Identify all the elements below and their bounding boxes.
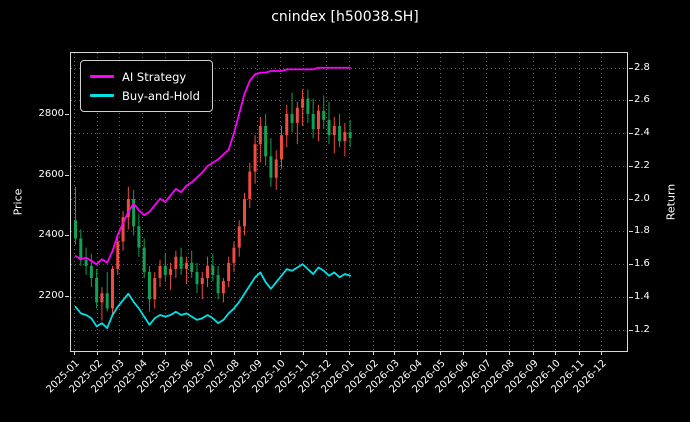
x-tick-label: 2026-03 <box>364 358 402 396</box>
price-tick-label: 2600 <box>38 168 64 180</box>
x-tick-label: 2025-01 <box>44 358 82 396</box>
chart-title: cnindex [h50038.SH] <box>271 9 419 25</box>
price-tick-mark <box>65 235 69 236</box>
ai-strategy-line-swatch <box>90 75 114 78</box>
buy-and-hold-line-swatch <box>90 94 114 97</box>
return-tick-label: 2.2 <box>634 159 650 171</box>
legend-item-ai-strategy: AI Strategy <box>90 67 200 86</box>
x-tick-label: 2025-06 <box>158 358 196 396</box>
x-tick-label: 2026-09 <box>503 358 541 396</box>
return-tick-mark <box>629 100 633 101</box>
return-tick-mark <box>629 199 633 200</box>
x-tick-label: 2026-12 <box>571 358 610 396</box>
x-tick-label: 2026-07 <box>456 358 494 396</box>
return-tick-label: 1.2 <box>634 323 650 335</box>
x-tick-label: 2026-10 <box>525 358 564 396</box>
price-tick-mark <box>65 296 69 297</box>
legend: AI Strategy Buy-and-Hold <box>80 60 213 112</box>
price-tick-label: 2400 <box>38 229 64 241</box>
return-tick-mark <box>629 330 633 331</box>
x-tick-label: 2025-12 <box>296 358 334 396</box>
return-tick-label: 2.4 <box>634 127 650 139</box>
x-tick-label: 2025-11 <box>273 358 312 396</box>
x-tick-label: 2026-01 <box>319 358 358 396</box>
return-tick-label: 1.6 <box>634 258 650 270</box>
x-tick-label: 2025-09 <box>227 358 266 396</box>
price-tick-label: 2200 <box>38 290 64 302</box>
x-tick-label: 2025-03 <box>88 358 127 396</box>
x-tick-label: 2026-04 <box>387 358 426 396</box>
return-tick-mark <box>629 133 633 134</box>
x-tick-label: 2026-08 <box>479 358 518 396</box>
return-tick-label: 1.8 <box>634 225 650 237</box>
x-tick-label: 2025-02 <box>67 358 106 396</box>
y-axis-label-left: Price <box>11 188 25 216</box>
x-tick-label: 2026-02 <box>343 358 381 396</box>
return-tick-mark <box>629 166 633 167</box>
x-tick-label: 2025-07 <box>181 358 219 396</box>
return-tick-mark <box>629 231 633 232</box>
price-tick-label: 2800 <box>38 107 64 119</box>
price-tick-mark <box>65 175 69 176</box>
legend-label-ai-strategy: AI Strategy <box>122 69 187 84</box>
x-tick-label: 2025-05 <box>134 358 173 396</box>
return-tick-mark <box>629 264 633 265</box>
legend-item-buy-and-hold: Buy-and-Hold <box>90 86 200 105</box>
return-tick-mark <box>629 68 633 69</box>
x-tick-label: 2026-05 <box>410 358 448 396</box>
x-tick-label: 2025-04 <box>112 358 150 396</box>
x-tick-label: 2025-08 <box>204 358 242 396</box>
legend-label-buy-and-hold: Buy-and-Hold <box>122 88 200 103</box>
y-axis-label-right: Return <box>664 183 678 221</box>
return-tick-label: 1.4 <box>634 290 650 302</box>
plot-area: AI Strategy Buy-and-Hold <box>70 52 628 352</box>
x-tick-label: 2026-06 <box>433 358 472 396</box>
return-tick-label: 2.6 <box>634 94 650 106</box>
return-tick-label: 2.8 <box>634 61 650 73</box>
return-tick-mark <box>629 297 633 298</box>
x-tick-label: 2026-11 <box>549 358 587 396</box>
price-tick-mark <box>65 114 69 115</box>
x-tick-label: 2025-10 <box>250 358 288 396</box>
